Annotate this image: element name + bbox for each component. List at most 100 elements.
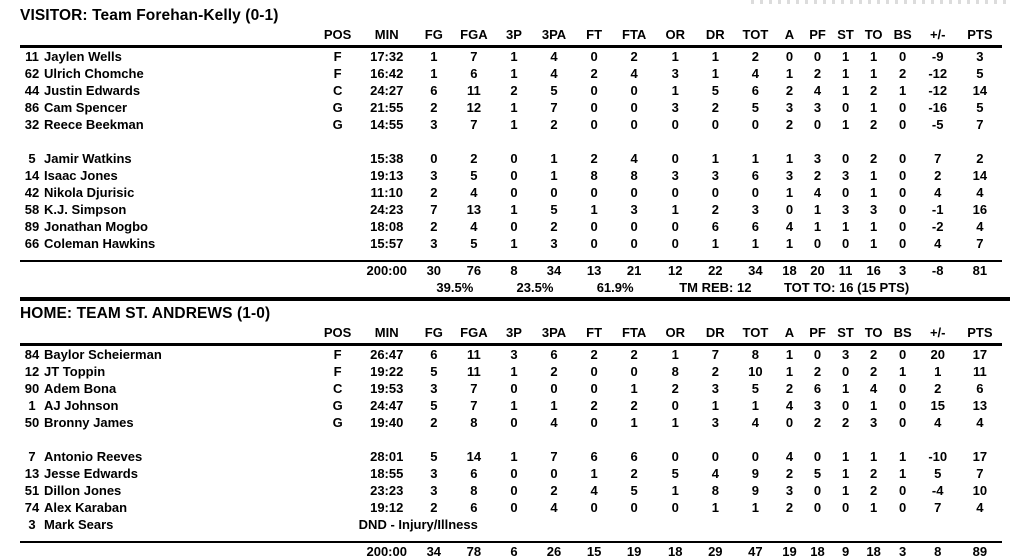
player-name-cell: 12 JT Toppin [20, 363, 317, 380]
totals-stat-cell: 18 [803, 541, 832, 556]
stat-cell: 1 [430, 66, 438, 81]
stat-cell: 0 [510, 151, 518, 166]
column-header-bs: BS [887, 25, 918, 48]
column-header-tot: TOT [735, 25, 776, 48]
position-cell [317, 218, 359, 235]
stat-cell: 2 [590, 151, 598, 166]
stat-cell: -5 [931, 117, 944, 132]
stat-cell: 16 [972, 202, 988, 217]
home-gap [20, 431, 1002, 448]
player-name-cell: 90 Adem Bona [20, 380, 317, 397]
stat-cell: 1 [841, 66, 850, 81]
stat-cell: 8 [751, 347, 760, 362]
visitor-stats-table: POS MIN FG FGA 3P 3PA FT FTA OR DR TOT A PF ST TO BS +/-… [20, 25, 1002, 295]
stat-cell: -4 [931, 483, 944, 498]
position-cell [317, 499, 359, 516]
stat-cell: 0 [899, 236, 907, 251]
player-name-cell: 7 Antonio Reeves [20, 448, 317, 465]
stat-cell: 6 [430, 347, 438, 362]
jersey-number: 89 [24, 219, 40, 234]
column-header-3pa: 3PA [532, 25, 576, 48]
stat-cell: 2 [899, 66, 907, 81]
stat-cell: 2 [869, 151, 878, 166]
stat-cell: 1 [869, 185, 878, 200]
stat-cell: 0 [510, 415, 518, 430]
player-row: 13 Jesse Edwards 18:55 3 6 0 0 1 2 5 4 9 2 5 1 2 1 5 7 [20, 465, 1002, 482]
jersey-number: 74 [24, 500, 40, 515]
stat-cell: 2 [430, 219, 438, 234]
team-rebounds: TM REB: 12 [679, 279, 752, 295]
stat-cell: 1 [630, 381, 638, 396]
stat-cell: 4 [751, 415, 760, 430]
stat-cell: 0 [813, 483, 822, 498]
stat-cell: 1 [751, 236, 760, 251]
stat-cell: 2 [550, 117, 558, 132]
totals-stat-cell: 34 [414, 541, 453, 556]
stat-cell: 3 [841, 347, 850, 362]
stat-cell: 2 [813, 364, 822, 379]
stat-cell: 1 [899, 364, 907, 379]
jersey-number: 1 [28, 398, 36, 413]
stats-header-row: POS MIN FG FGA 3P 3PA FT FTA OR DR TOT A PF ST TO BS +/-… [20, 25, 1002, 48]
stat-cell: 13 [972, 398, 988, 413]
stat-cell: 14 [466, 449, 482, 464]
stat-cell: 0 [751, 449, 760, 464]
stat-cell: 0 [671, 185, 679, 200]
stat-cell: 3 [841, 168, 850, 183]
stat-cell: 5 [976, 100, 984, 115]
position-cell [317, 482, 359, 499]
minutes-cell: 15:38 [370, 151, 404, 166]
stat-cell: 4 [550, 415, 558, 430]
player-name: Mark Sears [44, 517, 114, 532]
stat-cell: 0 [785, 202, 794, 217]
stat-cell: 6 [976, 381, 984, 396]
stat-cell: 0 [590, 381, 598, 396]
pre-totals-spacer [20, 533, 1002, 542]
stat-cell: 8 [671, 364, 679, 379]
stat-cell: 6 [470, 466, 478, 481]
stat-cell: 4 [934, 236, 942, 251]
visitor-header-row: POS MIN FG FGA 3P 3PA FT FTA OR DR TOT A PF ST TO BS +/-… [20, 25, 1002, 48]
stat-cell: 4 [785, 398, 794, 413]
stat-cell: 8 [711, 483, 719, 498]
player-row: 3 Mark Sears DND - Injury/Illness [20, 516, 1002, 533]
jersey-number: 62 [24, 66, 40, 81]
jersey-number: 58 [24, 202, 40, 217]
minutes-cell: 11:10 [370, 185, 403, 200]
stat-cell: 1 [510, 49, 518, 64]
player-row: 32 Reece Beekman G 14:55 3 7 1 2 0 0 0 0 0 2 0 1 2 0 -5 7 [20, 116, 1002, 133]
stat-cell: 7 [430, 202, 438, 217]
stat-cell: 0 [785, 415, 794, 430]
stat-cell: 1 [510, 236, 518, 251]
home-totals-section: 200:00 34 78 6 26 15 19 18 29 47 19 18 9 18 3 8 89 [20, 533, 1002, 556]
stat-cell: 12 [466, 100, 482, 115]
stat-cell: 5 [550, 83, 558, 98]
totals-stat-cell: 21 [613, 260, 656, 279]
minutes-cell: 19:12 [370, 500, 404, 515]
stat-cell: 2 [470, 151, 478, 166]
stat-cell: 2 [785, 83, 794, 98]
position-cell [317, 516, 359, 533]
player-name-cell: 3 Mark Sears [20, 516, 317, 533]
totals-stat-cell: 78 [452, 541, 495, 556]
jersey-number: 5 [28, 151, 36, 166]
visitor-totals-section: 200:00 30 76 8 34 13 21 12 22 34 18 20 11 16 3 -8 81 39.5… [20, 252, 1002, 295]
stat-cell: -12 [928, 66, 948, 81]
stat-cell: 2 [751, 49, 760, 64]
column-header-fg: FG [414, 323, 453, 346]
stat-cell: 0 [630, 185, 638, 200]
jersey-number: 90 [24, 381, 40, 396]
column-header-or: OR [655, 25, 696, 48]
totals-stat-cell: -8 [917, 260, 958, 279]
stat-cell: 2 [550, 219, 558, 234]
stat-cell: 4 [550, 66, 558, 81]
stat-cell: -1 [931, 202, 944, 217]
stat-cell: 0 [671, 500, 679, 515]
stat-cell: 0 [671, 219, 679, 234]
stat-cell: 1 [671, 49, 679, 64]
player-column-header [20, 323, 317, 346]
stat-cell: 0 [899, 381, 907, 396]
player-name: AJ Johnson [44, 398, 119, 413]
stat-cell: 0 [899, 347, 907, 362]
column-header-pts: PTS [957, 25, 1002, 48]
